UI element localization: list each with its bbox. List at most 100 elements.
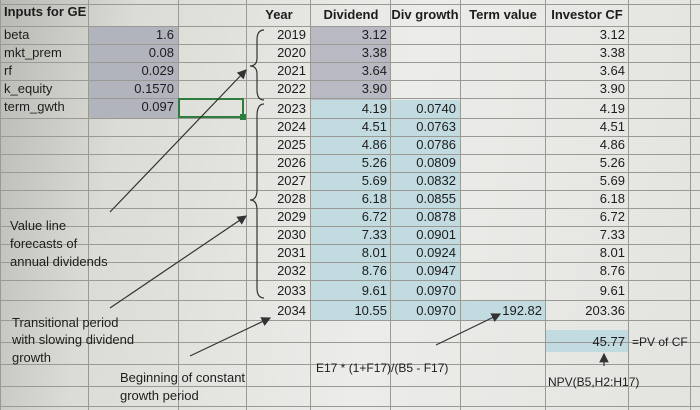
header-term-value[interactable]: Term value	[469, 7, 537, 22]
cell-growth[interactable]: 0.0763	[416, 119, 456, 134]
cell-year[interactable]: 2019	[277, 27, 306, 42]
cell-growth[interactable]: 0.0947	[416, 263, 456, 278]
cell-dividend[interactable]: 5.69	[361, 173, 387, 188]
grid-hline	[0, 44, 700, 45]
cell-year[interactable]: 2030	[277, 227, 306, 242]
cell-dividend[interactable]: 3.38	[361, 45, 387, 60]
cell-dividend[interactable]: 8.01	[361, 245, 387, 260]
grid-hline	[0, 80, 700, 81]
cell-year[interactable]: 2027	[277, 173, 306, 188]
cell-growth[interactable]: 0.0809	[416, 155, 456, 170]
cell-cf[interactable]: 3.90	[599, 81, 625, 96]
cell-year[interactable]: 2029	[277, 209, 306, 224]
pv-of-cf-label: =PV of CF	[632, 335, 688, 349]
cell-growth[interactable]: 0.0832	[416, 173, 456, 188]
cell-cf[interactable]: 9.61	[599, 283, 625, 298]
arrow-beginning	[189, 317, 272, 357]
grid-vline	[460, 0, 461, 410]
cell-term[interactable]: 192.82	[502, 303, 542, 318]
grid-hline	[0, 406, 700, 407]
npv-value[interactable]: 45.77	[592, 334, 625, 349]
cell-dividend[interactable]: 6.72	[361, 209, 387, 224]
cell-year[interactable]: 2034	[277, 303, 306, 318]
grid-vline	[310, 0, 311, 410]
cell-dividend[interactable]: 8.76	[361, 263, 387, 278]
cell-cf[interactable]: 203.36	[585, 303, 625, 318]
input-value-mkt-prem[interactable]: 0.08	[148, 45, 174, 60]
cell-year[interactable]: 2024	[277, 119, 306, 134]
cell-cf[interactable]: 4.51	[599, 119, 625, 134]
input-value-beta[interactable]: 1.6	[155, 27, 174, 42]
cell-year[interactable]: 2021	[277, 63, 306, 78]
cell-dividend[interactable]: 10.55	[354, 303, 387, 318]
cell-dividend[interactable]: 4.86	[361, 137, 387, 152]
grid-hline	[0, 364, 700, 365]
header-div-growth[interactable]: Div growth	[391, 7, 459, 22]
grid-hline	[0, 244, 700, 245]
annotation-beginning-1: Beginning of constant	[120, 370, 246, 385]
cell-cf[interactable]: 5.69	[599, 173, 625, 188]
annotation-transitional-3: growth	[12, 350, 52, 365]
cell-cf[interactable]: 6.18	[599, 191, 625, 206]
bracket-transitional	[249, 103, 265, 299]
cell-cf[interactable]: 5.26	[599, 155, 625, 170]
cell-dividend[interactable]: 6.18	[361, 191, 387, 206]
grid-hline	[0, 280, 700, 281]
grid-hline	[0, 4, 700, 5]
annotation-value-line-3: annual dividends	[10, 254, 108, 269]
cell-dividend[interactable]: 7.33	[361, 227, 387, 242]
cell-cf[interactable]: 4.19	[599, 101, 625, 116]
grid-hline	[0, 320, 700, 321]
cell-cf[interactable]: 3.12	[599, 27, 625, 42]
cell-year[interactable]: 2031	[277, 245, 306, 260]
cell-dividend[interactable]: 5.26	[361, 155, 387, 170]
grid-vline	[690, 0, 691, 410]
inputs-title: Inputs for GE	[4, 4, 87, 19]
header-dividend[interactable]: Dividend	[323, 7, 379, 22]
grid-hline	[0, 208, 700, 209]
arrow-term-formula	[435, 313, 502, 346]
cell-year[interactable]: 2032	[277, 263, 306, 278]
cell-cf[interactable]: 8.76	[599, 263, 625, 278]
fill-handle[interactable]	[240, 114, 246, 120]
cell-growth[interactable]: 0.0855	[416, 191, 456, 206]
grid-vline	[88, 0, 89, 410]
cell-year[interactable]: 2028	[277, 191, 306, 206]
cell-dividend[interactable]: 3.64	[361, 63, 387, 78]
cell-growth[interactable]: 0.0970	[416, 283, 456, 298]
cell-growth[interactable]: 0.0786	[416, 137, 456, 152]
cell-growth[interactable]: 0.0924	[416, 245, 456, 260]
cell-year[interactable]: 2023	[277, 101, 306, 116]
annotation-value-line-2: forecasts of	[10, 236, 78, 251]
cell-dividend[interactable]: 9.61	[361, 283, 387, 298]
cell-cf[interactable]: 3.64	[599, 63, 625, 78]
selected-cell[interactable]	[178, 98, 244, 118]
cell-growth[interactable]: 0.0970	[416, 303, 456, 318]
cell-dividend[interactable]: 4.51	[361, 119, 387, 134]
cell-dividend[interactable]: 4.19	[361, 101, 387, 116]
input-value-term-gwth[interactable]: 0.097	[141, 99, 174, 114]
cell-cf[interactable]: 8.01	[599, 245, 625, 260]
cell-cf[interactable]: 3.38	[599, 45, 625, 60]
cell-growth[interactable]: 0.0901	[416, 227, 456, 242]
cell-year[interactable]: 2025	[277, 137, 306, 152]
cell-dividend[interactable]: 3.90	[361, 81, 387, 96]
header-investor-cf[interactable]: Investor CF	[551, 7, 623, 22]
cell-dividend[interactable]: 3.12	[361, 27, 387, 42]
input-value-rf[interactable]: 0.029	[141, 63, 174, 78]
npv-formula-note: NPV(B5,H2:H17)	[548, 375, 640, 389]
cell-cf[interactable]: 6.72	[599, 209, 625, 224]
cell-cf[interactable]: 4.86	[599, 137, 625, 152]
cell-growth[interactable]: 0.0740	[416, 101, 456, 116]
grid-hline	[0, 154, 700, 155]
cell-year[interactable]: 2020	[277, 45, 306, 60]
cell-cf[interactable]: 7.33	[599, 227, 625, 242]
input-value-k-equity[interactable]: 0.1570	[134, 81, 174, 96]
grid-hline	[0, 172, 700, 173]
cell-year[interactable]: 2033	[277, 283, 306, 298]
cell-year[interactable]: 2022	[277, 81, 306, 96]
cell-year[interactable]: 2026	[277, 155, 306, 170]
cell-growth[interactable]: 0.0878	[416, 209, 456, 224]
header-year[interactable]: Year	[265, 7, 293, 22]
